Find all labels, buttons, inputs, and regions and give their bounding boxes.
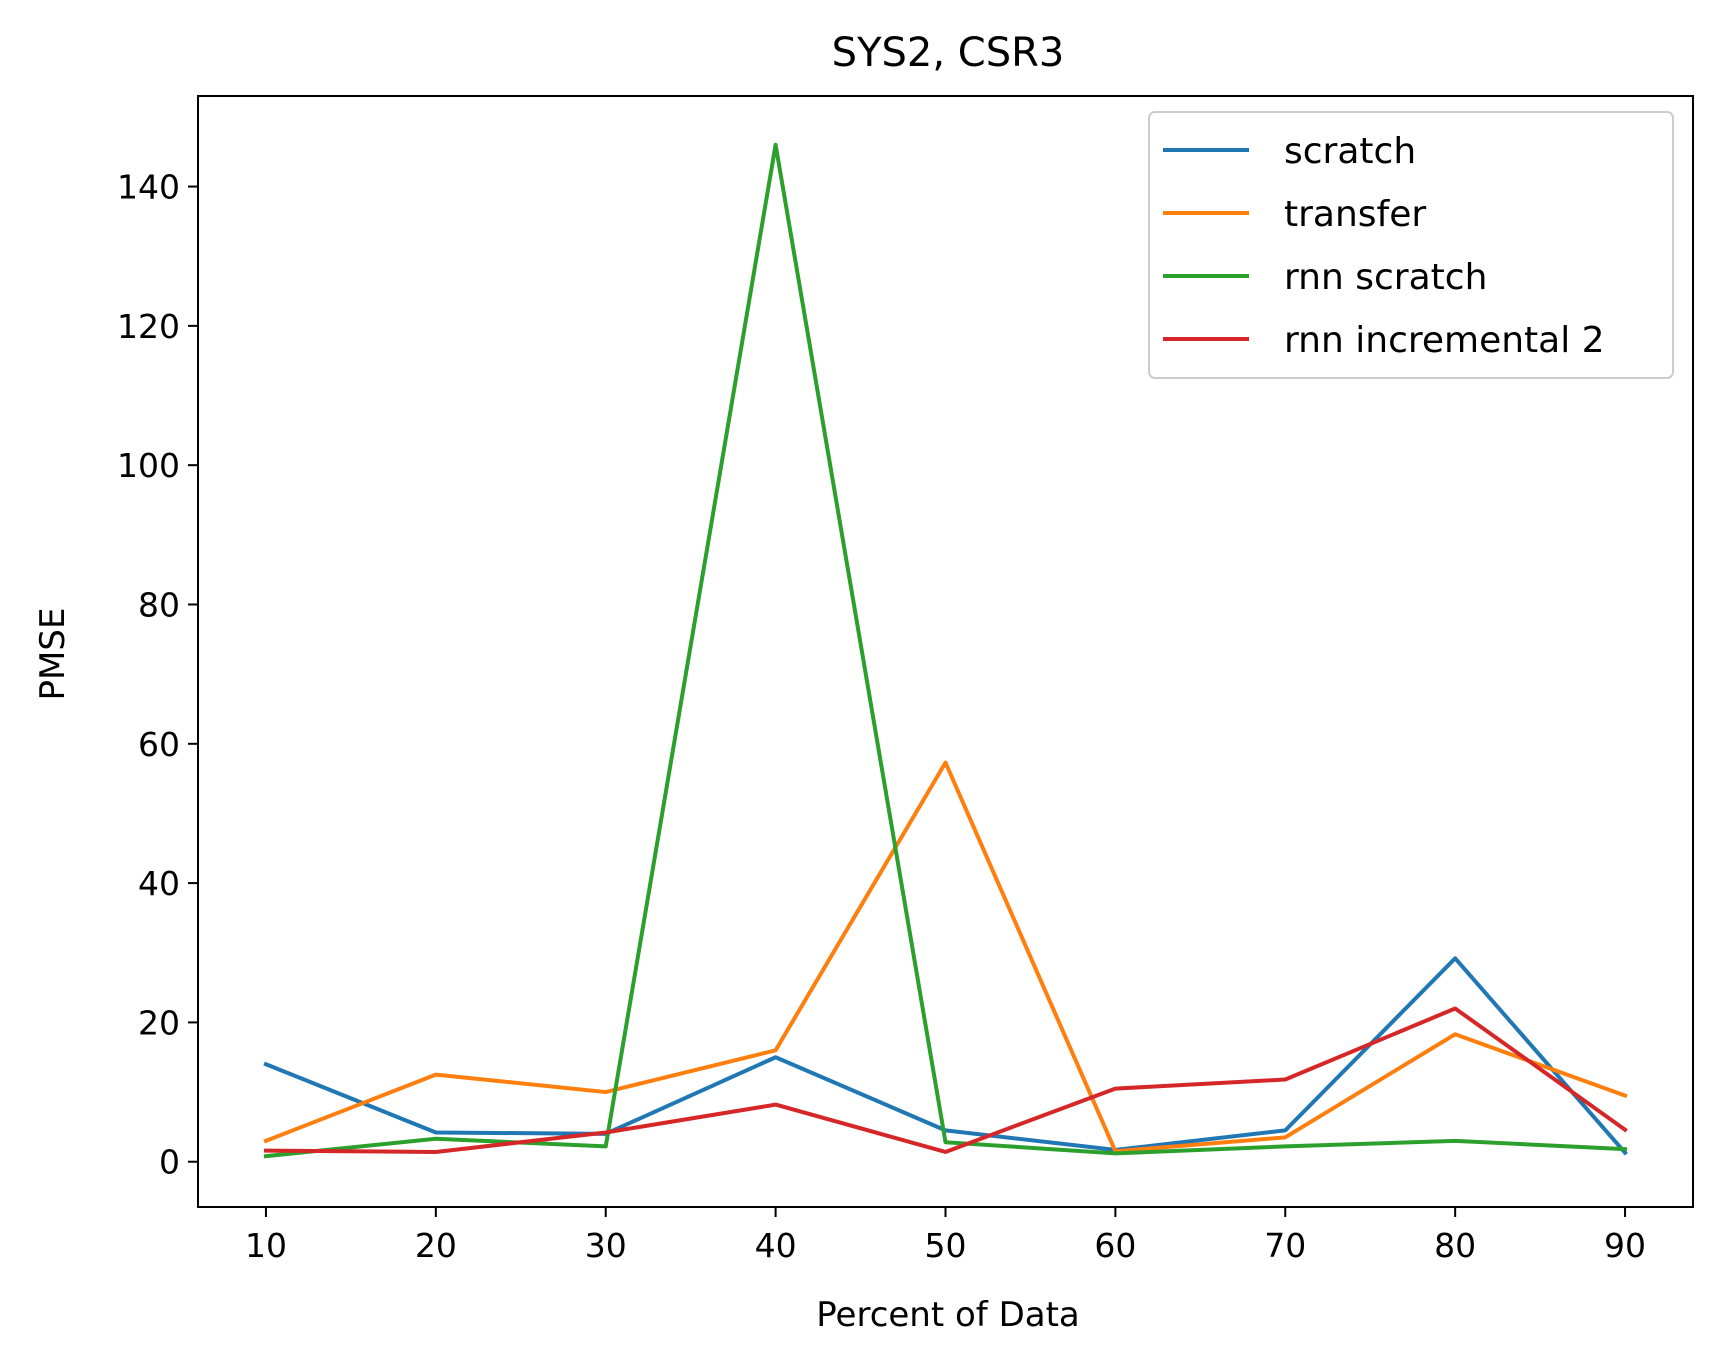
series-line-rnn-incremental-2 — [263, 1006, 1628, 1154]
x-tick-label: 70 — [1264, 1226, 1306, 1265]
y-axis: 0 20 40 60 80 100 120 140 — [117, 168, 198, 1182]
legend-entry: scratch — [1284, 131, 1416, 172]
x-tick-label: 30 — [585, 1226, 627, 1265]
x-tick-label: 60 — [1094, 1226, 1136, 1265]
legend-entry: rnn scratch — [1284, 257, 1487, 298]
x-tick-label: 40 — [755, 1226, 797, 1265]
series-line-rnn-scratch — [263, 142, 1628, 1159]
x-axis-label: Percent of Data — [816, 1295, 1080, 1335]
plot-area — [263, 142, 1628, 1159]
legend-entry: rnn incremental 2 — [1284, 320, 1605, 361]
legend-box — [1148, 111, 1674, 379]
y-tick-label: 60 — [138, 725, 180, 764]
chart-title: SYS2, CSR3 — [832, 30, 1065, 76]
y-tick-label: 120 — [117, 307, 180, 346]
legend: scratch transfer rnn scratch rnn incrementa… — [1148, 111, 1674, 379]
x-tick-label: 50 — [925, 1226, 967, 1265]
y-tick-label: 100 — [117, 446, 180, 485]
y-tick-label: 0 — [159, 1143, 180, 1182]
x-tick-label: 80 — [1434, 1226, 1476, 1265]
x-tick-label: 10 — [245, 1226, 287, 1265]
y-tick-label: 80 — [138, 585, 180, 624]
legend-entry: transfer — [1284, 194, 1426, 235]
x-axis: 10 20 30 40 50 60 70 80 90 — [245, 1207, 1646, 1265]
x-tick-label: 20 — [415, 1226, 457, 1265]
y-tick-label: 40 — [138, 864, 180, 903]
x-tick-label: 90 — [1604, 1226, 1646, 1265]
y-axis-label: PMSE — [33, 608, 73, 701]
y-tick-label: 140 — [117, 168, 180, 207]
y-tick-label: 20 — [138, 1003, 180, 1042]
series-line-transfer — [263, 760, 1628, 1154]
